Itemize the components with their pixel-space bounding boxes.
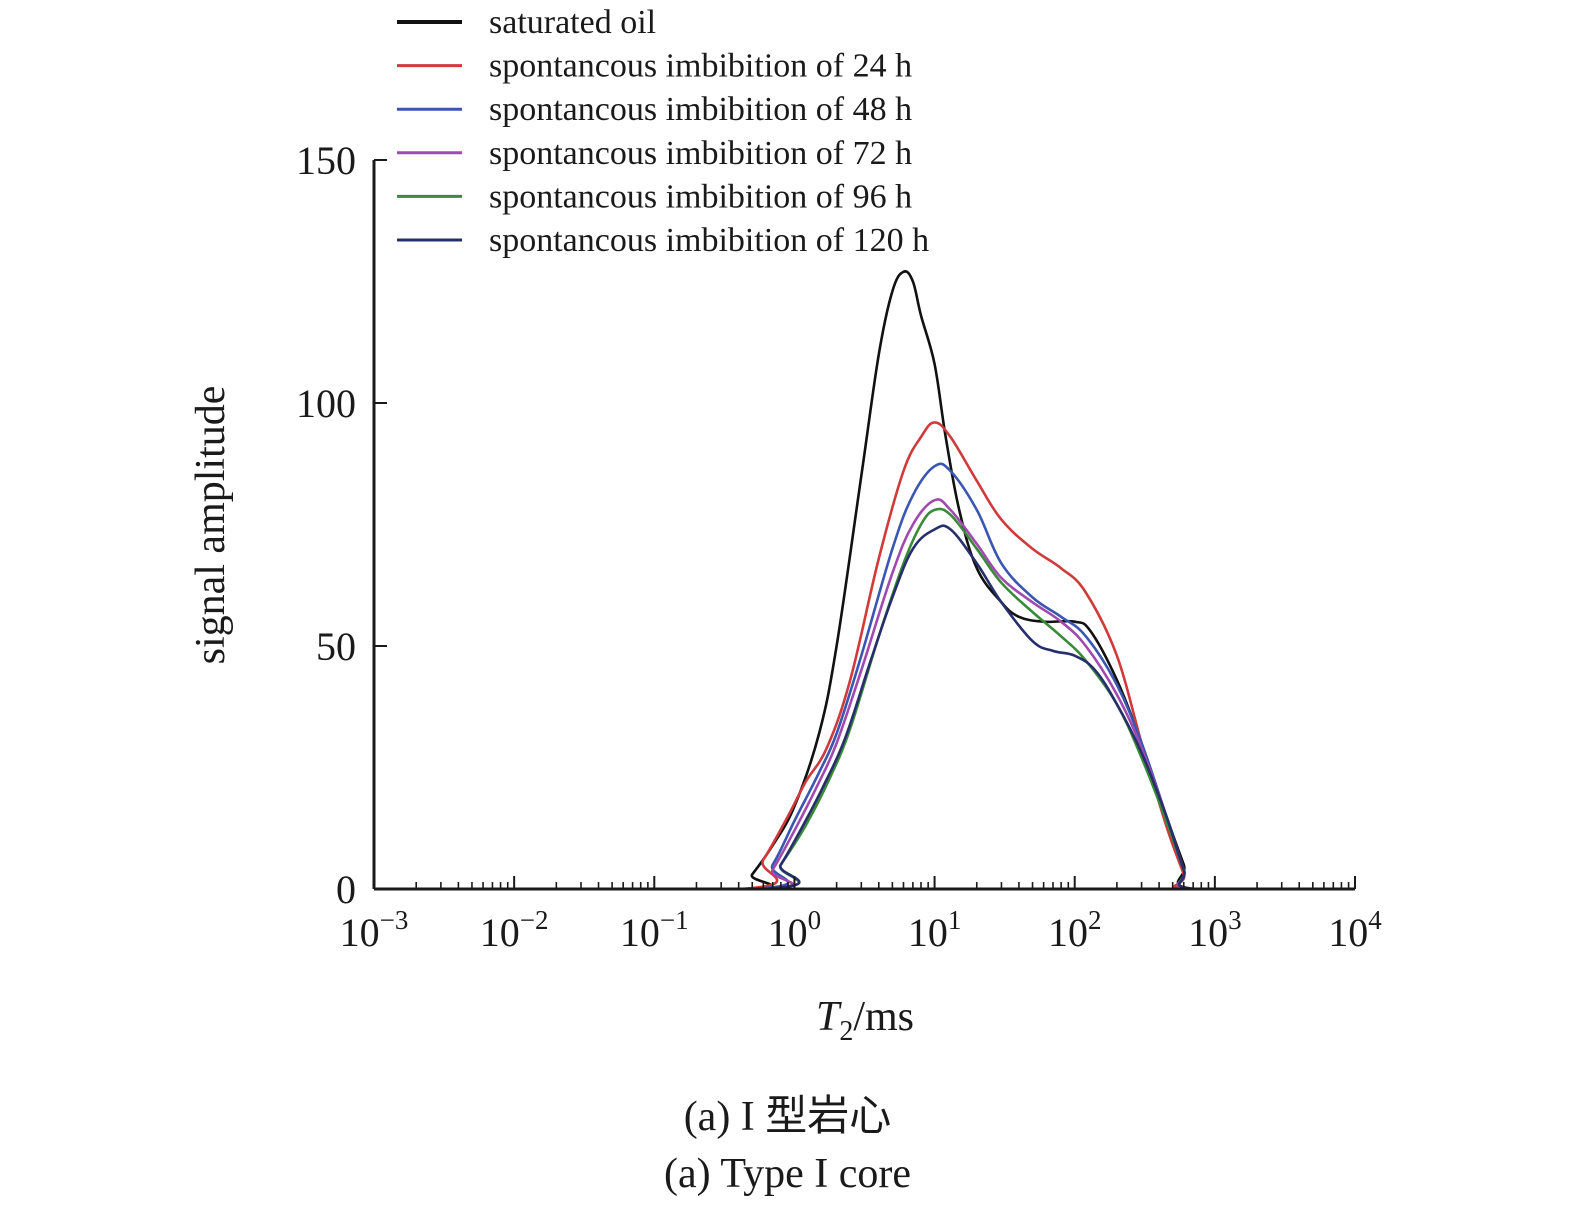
legend-label-2: spontancous imbibition of 24 h <box>489 48 912 85</box>
x-tick-exponent: −1 <box>660 905 689 935</box>
x-tick-exponent: 1 <box>948 905 962 935</box>
x-ticks: 10−3 10−2 10−1 100 101 102 103 104 <box>340 876 1382 955</box>
legend-label-4: spontancous imbibition of 72 h <box>489 135 912 172</box>
x-tick-base: 10 <box>1188 910 1228 955</box>
x-tick-base: 10 <box>340 910 380 955</box>
y-ticks: 0 50 100 150 <box>296 138 387 912</box>
axes <box>372 160 1355 891</box>
x-tick-label: 103 <box>1188 905 1242 955</box>
x-tick-exponent: 0 <box>808 905 822 935</box>
x-tick-base: 10 <box>1048 910 1088 955</box>
x-axis-label: T2/ms <box>816 994 914 1047</box>
x-tick-label: 10−1 <box>620 905 689 955</box>
y-tick-label: 100 <box>296 381 356 426</box>
x-tick-exponent: 4 <box>1368 905 1382 935</box>
x-axis-label-main: T <box>816 994 842 1040</box>
y-axis-label: signal amplitude <box>188 386 234 665</box>
y-tick-label: 50 <box>316 624 356 669</box>
x-axis-label-subscript: 2 <box>839 1016 853 1047</box>
x-tick-label: 102 <box>1048 905 1102 955</box>
x-tick-base: 10 <box>908 910 948 955</box>
x-tick-label: 104 <box>1328 905 1382 955</box>
legend: saturated oil spontancous imbibition of 2… <box>397 4 929 259</box>
x-tick-label: 10−2 <box>480 905 549 955</box>
series-line-6 <box>374 524 1355 891</box>
x-tick-exponent: 3 <box>1228 905 1242 935</box>
series-layer <box>374 270 1355 891</box>
x-tick-exponent: −2 <box>520 905 549 935</box>
legend-label-1: saturated oil <box>489 4 656 41</box>
x-tick-base: 10 <box>480 910 520 955</box>
x-tick-exponent: −3 <box>380 905 409 935</box>
x-tick-base: 10 <box>620 910 660 955</box>
series-line-5 <box>374 507 1355 891</box>
legend-label-5: spontancous imbibition of 96 h <box>489 178 912 215</box>
x-tick-exponent: 2 <box>1088 905 1102 935</box>
series-line-2 <box>374 421 1355 891</box>
legend-label-6: spontancous imbibition of 120 h <box>489 222 929 259</box>
y-tick-label: 150 <box>296 138 356 183</box>
legend-label-3: spontancous imbibition of 48 h <box>489 91 912 128</box>
series-line-4 <box>374 498 1355 891</box>
series-line-1 <box>374 270 1355 891</box>
x-axis-label-unit: /ms <box>853 994 914 1040</box>
x-tick-label: 101 <box>908 905 962 955</box>
x-tick-base: 10 <box>768 910 808 955</box>
x-tick-label: 10−3 <box>340 905 409 955</box>
y-tick-label: 0 <box>336 867 356 912</box>
x-tick-base: 10 <box>1328 910 1368 955</box>
x-tick-label: 100 <box>768 905 822 955</box>
caption-english: (a) Type I core <box>664 1151 911 1197</box>
caption-chinese: (a) I 型岩心 <box>683 1094 892 1140</box>
svg-text:T2/ms: T2/ms <box>816 994 914 1047</box>
